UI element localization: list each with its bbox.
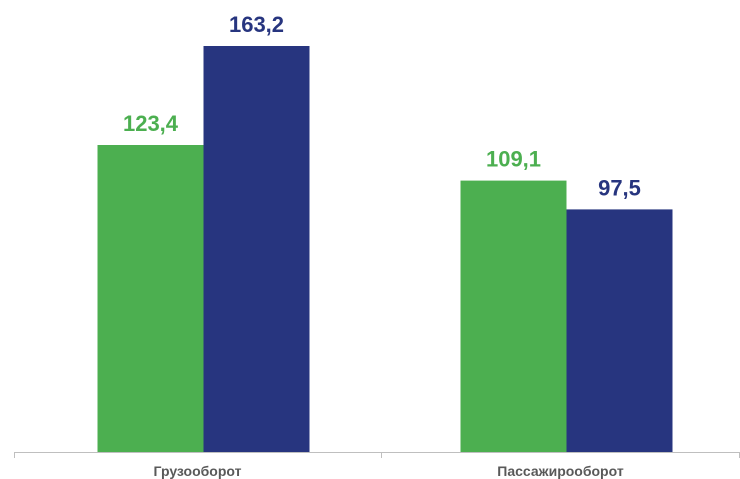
- bar-1-2: [460, 180, 567, 452]
- bars-layer: [97, 46, 673, 452]
- category-label-2: Пассажирооборот: [497, 463, 624, 479]
- data-label-1-2: 109,1: [486, 147, 541, 172]
- data-label-2-1: 163,2: [229, 12, 284, 37]
- bar-2-2: [566, 209, 673, 452]
- data-label-1-1: 123,4: [123, 111, 179, 136]
- x-axis: Грузооборот Пассажирооборот: [14, 452, 740, 479]
- data-label-2-2: 97,5: [598, 175, 641, 200]
- bar-2-1: [203, 46, 310, 452]
- data-labels-layer: 123,4 163,2 109,1 97,5: [123, 12, 641, 200]
- bar-1-1: [97, 145, 204, 452]
- category-label-1: Грузооборот: [154, 463, 242, 479]
